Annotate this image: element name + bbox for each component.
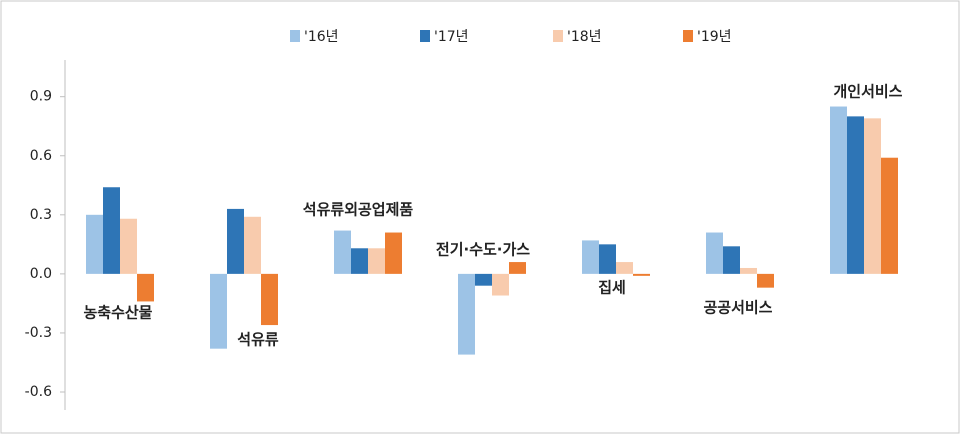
legend-label: '16년 bbox=[304, 29, 339, 45]
y-tick-label: -0.3 bbox=[25, 325, 52, 341]
bar bbox=[864, 118, 881, 274]
legend-label: '19년 bbox=[697, 29, 732, 45]
y-tick-label: -0.6 bbox=[25, 384, 52, 400]
bar bbox=[120, 218, 137, 274]
legend-swatch bbox=[683, 30, 693, 42]
bar bbox=[740, 267, 757, 274]
bar bbox=[616, 262, 633, 274]
bar bbox=[723, 246, 740, 274]
legend-swatch bbox=[553, 30, 563, 42]
bar bbox=[458, 273, 475, 355]
category-label: 개인서비스 bbox=[833, 83, 902, 101]
bar bbox=[103, 187, 120, 274]
bar bbox=[757, 273, 774, 288]
category-label: 공공서비스 bbox=[703, 299, 772, 317]
bar bbox=[633, 273, 650, 276]
category-label: 전기·수도·가스 bbox=[436, 241, 530, 259]
bar bbox=[334, 230, 351, 274]
bar bbox=[582, 240, 599, 274]
legend-label: '18년 bbox=[567, 29, 602, 45]
legend-label: '17년 bbox=[434, 29, 469, 45]
bar bbox=[492, 273, 509, 296]
bar bbox=[368, 248, 385, 274]
bar bbox=[227, 208, 244, 274]
bar bbox=[86, 214, 103, 274]
category-label: 석유류외공업제품 bbox=[303, 201, 414, 219]
bar bbox=[706, 232, 723, 274]
y-tick-label: 0.0 bbox=[30, 266, 52, 282]
bar bbox=[210, 273, 227, 349]
bar bbox=[847, 116, 864, 274]
bar bbox=[261, 273, 278, 326]
bar bbox=[244, 216, 261, 274]
bar bbox=[830, 106, 847, 274]
bar bbox=[509, 262, 526, 274]
category-label: 석유류 bbox=[237, 331, 279, 349]
y-tick-label: 0.3 bbox=[30, 207, 52, 223]
bar bbox=[351, 248, 368, 274]
bar bbox=[475, 273, 492, 286]
y-tick-label: 0.6 bbox=[30, 148, 52, 164]
bar bbox=[599, 244, 616, 274]
legend-swatch bbox=[290, 30, 300, 42]
bar bbox=[385, 232, 402, 274]
category-label: 집세 bbox=[598, 279, 626, 297]
bar bbox=[881, 157, 898, 274]
category-label: 농축수산물 bbox=[83, 304, 152, 322]
y-tick-label: 0.9 bbox=[30, 89, 52, 105]
bar bbox=[137, 273, 154, 302]
legend-swatch bbox=[420, 30, 430, 42]
